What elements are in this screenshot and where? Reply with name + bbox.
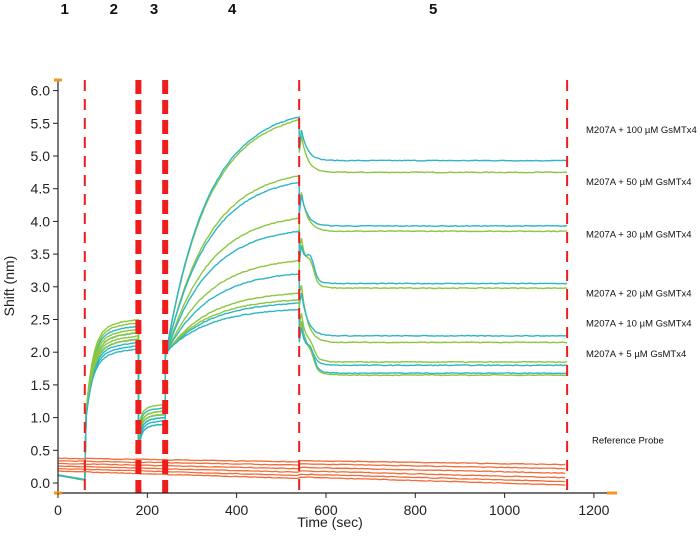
series-line-10 [57, 302, 568, 481]
y-tick-label-3: 1.5 [31, 377, 51, 393]
y-axis-title: Shift (nm) [1, 256, 17, 317]
annotation-6: M207A + 5 µM GsMTx4 [586, 349, 686, 360]
y-tick-label-12: 6.0 [31, 83, 51, 99]
step-label-4: 4 [228, 1, 237, 18]
series-line-5 [58, 217, 568, 482]
reference-line-4 [57, 465, 566, 479]
x-tick-label-3: 600 [314, 502, 338, 518]
y-tick-label-9: 4.5 [31, 181, 51, 197]
axes: 0.0 0.5 1.0 1.5 2.0 2.5 3.0 3.5 4.0 4.5 5.0 5.5 6.0 0… [31, 78, 617, 518]
annotation-5: M207A + 10 µM GsMTx4 [586, 318, 692, 329]
annotation-1: M207A + 100 µM GsMTx4 [586, 125, 697, 136]
step-label-1: 1 [61, 1, 69, 18]
reference-line-2 [57, 460, 566, 470]
step-labels: 1 2 3 4 5 [61, 1, 438, 18]
y-tick-label-11: 5.5 [31, 115, 51, 131]
y-tick-label-1: 0.5 [31, 442, 51, 458]
step-boundaries [83, 80, 569, 493]
y-tick-label-10: 5.0 [31, 148, 51, 164]
annotation-7: Reference Probe [592, 435, 664, 446]
x-tick-label-0: 0 [54, 502, 62, 518]
annotation-2: M207A + 50 µM GsMTx4 [586, 177, 692, 188]
y-tick-label-5: 2.5 [31, 312, 51, 328]
series-line-8 [57, 272, 568, 481]
y-tick-label-7: 3.5 [31, 246, 51, 262]
annotation-4: M207A + 20 µM GsMTx4 [586, 288, 692, 299]
x-tick-label-2: 400 [225, 502, 249, 518]
series-line-3 [57, 175, 568, 481]
step-label-5: 5 [429, 1, 437, 18]
reference-line-3 [57, 462, 566, 475]
y-tick-label-0: 0.0 [31, 475, 51, 491]
x-tick-label-4: 800 [404, 502, 428, 518]
y-tick-label-2: 1.0 [31, 410, 51, 426]
y-tick-label-8: 4.0 [31, 213, 51, 229]
series-line-11 [57, 299, 568, 481]
x-tick-label-6: 1200 [578, 502, 609, 518]
x-tick-label-5: 1000 [489, 502, 520, 518]
step-label-3: 3 [150, 1, 158, 18]
y-tick-label-6: 3.0 [31, 279, 51, 295]
step-label-2: 2 [110, 1, 118, 18]
series-line-2 [57, 116, 568, 481]
x-axis-title: Time (sec) [297, 514, 363, 530]
plot-area [57, 116, 568, 486]
series-line-7 [57, 259, 568, 481]
x-tick-label-1: 200 [136, 502, 160, 518]
reference-line-6 [57, 470, 566, 486]
y-tick-label-4: 2.0 [31, 344, 51, 360]
reference-line-5 [57, 467, 566, 483]
reference-line-1 [57, 457, 566, 466]
series-line-1 [57, 118, 568, 481]
annotation-3: M207A + 30 µM GsMTx4 [586, 229, 692, 240]
series-annotations: M207A + 100 µM GsMTx4 M207A + 50 µM GsMTx… [586, 125, 697, 447]
series-line-9 [57, 292, 568, 481]
series-line-12 [57, 308, 568, 481]
